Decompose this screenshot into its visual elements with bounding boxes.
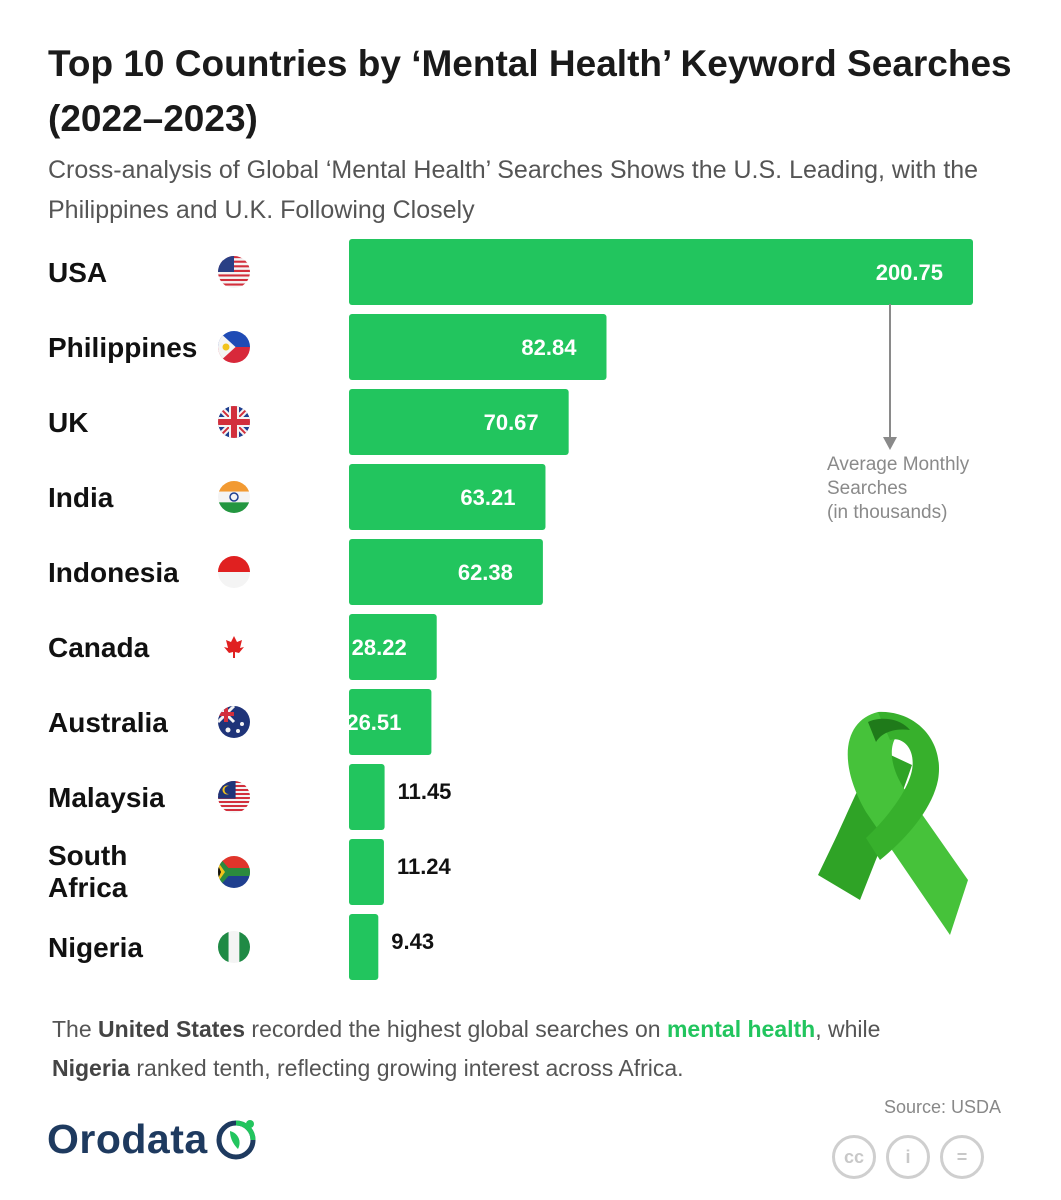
bar <box>349 539 543 605</box>
value-label: 11.24 <box>397 854 452 879</box>
value-label: 11.45 <box>398 779 452 804</box>
bar <box>349 314 607 380</box>
value-label: 62.38 <box>458 560 513 585</box>
footnote-highlight: mental health <box>666 1016 816 1042</box>
source-label: Source: USDA <box>883 1097 1001 1117</box>
green-ribbon-icon <box>818 711 968 935</box>
bar <box>349 689 432 755</box>
unit-annotation-line: Searches <box>827 478 907 499</box>
category-label: Australia <box>48 707 168 738</box>
my-flag-icon <box>218 781 250 813</box>
ca-flag-icon <box>218 631 250 663</box>
value-label: 70.67 <box>484 410 539 435</box>
orodata-logo[interactable]: Orodata <box>47 1115 260 1163</box>
value-label: 200.75 <box>876 260 943 285</box>
category-label: Malaysia <box>48 782 165 813</box>
bar <box>349 764 385 830</box>
value-label: 28.22 <box>352 635 407 660</box>
in-flag-icon <box>218 481 250 513</box>
footnote-text: The <box>52 1016 99 1042</box>
unit-annotation-line: (in thousands) <box>827 502 947 523</box>
footnote: The United States recorded the highest g… <box>52 1010 982 1088</box>
logo-mark-icon <box>216 1120 256 1160</box>
no-derivatives-icon[interactable]: = <box>940 1135 984 1179</box>
bar <box>349 614 437 680</box>
unit-annotation-line: Average Monthly <box>827 454 970 475</box>
footnote-text: recorded the highest global searches on <box>245 1016 667 1042</box>
bar-chart: USA 200.75 Philippines 82.84 UK 70.67 India 63.… <box>48 239 975 980</box>
bar <box>349 914 379 980</box>
id-flag-icon <box>218 556 250 588</box>
bar <box>349 464 546 530</box>
unit-annotation: Average Monthly Searches (in thousands) <box>827 454 975 523</box>
bar <box>349 389 569 455</box>
logo-text: Orodata <box>47 1115 208 1162</box>
ph-flag-icon <box>218 331 250 363</box>
category-label: India <box>48 482 114 513</box>
footnote-text: , while <box>815 1016 881 1042</box>
us-flag-icon <box>218 256 250 288</box>
ng-flag-icon <box>218 931 250 963</box>
value-label: 9.43 <box>391 929 434 954</box>
category-label: South Africa <box>48 840 128 903</box>
attribution-icon[interactable]: i <box>886 1135 930 1179</box>
category-label: Canada <box>48 632 150 663</box>
footnote-nigeria: Nigeria <box>52 1055 130 1081</box>
license-icons: cc i = <box>832 1135 984 1179</box>
bar <box>349 839 384 905</box>
category-label: Indonesia <box>48 557 179 588</box>
bar <box>349 239 973 305</box>
category-label: Nigeria <box>48 932 143 963</box>
au-flag-icon <box>218 706 250 738</box>
category-label: Philippines <box>48 332 197 363</box>
chart-subtitle: Cross-analysis of Global ‘Mental Health’… <box>48 156 979 224</box>
category-label: UK <box>48 407 88 438</box>
chart-title: Top 10 Countries by ‘Mental Health’ Keyw… <box>48 43 1012 139</box>
footnote-text: ranked tenth, reflecting growing interes… <box>129 1055 684 1081</box>
value-label: 82.84 <box>521 335 577 360</box>
value-label: 63.21 <box>460 485 515 510</box>
uk-flag-icon <box>218 406 250 438</box>
za-flag-icon <box>218 856 250 888</box>
annotation-arrow-head <box>883 437 897 450</box>
value-label: 26.51 <box>346 710 401 735</box>
cc-icon[interactable]: cc <box>832 1135 876 1179</box>
category-label: USA <box>48 257 107 288</box>
footnote-us: United States <box>98 1016 246 1042</box>
